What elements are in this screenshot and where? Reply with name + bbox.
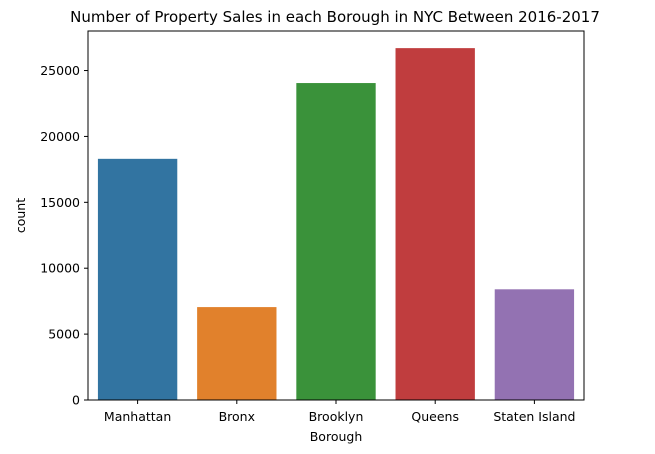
bar-manhattan	[97, 158, 178, 400]
bar-brooklyn	[296, 83, 376, 400]
y-tick-label: 15000	[40, 195, 80, 210]
y-axis-label: count	[13, 198, 28, 233]
y-tick-label: 25000	[40, 63, 80, 78]
x-tick-label: Bronx	[219, 409, 255, 424]
bars-group	[97, 48, 575, 400]
bar-queens	[395, 48, 475, 400]
chart-title: Number of Property Sales in each Borough…	[70, 8, 600, 26]
x-axis-label: Borough	[310, 429, 363, 444]
y-tick-label: 10000	[40, 261, 80, 276]
bar-bronx	[197, 307, 277, 400]
x-tick-label: Brooklyn	[309, 409, 364, 424]
plot-frame	[87, 30, 585, 401]
y-tick-label: 20000	[40, 129, 80, 144]
bar-staten-island	[494, 289, 575, 400]
y-axis-ticks: 0 5000 10000 15000 20000 25000	[40, 63, 88, 408]
x-tick-label: Staten Island	[493, 409, 575, 424]
x-axis-ticks: Manhattan Bronx Brooklyn Queens Staten Islan…	[104, 400, 575, 424]
x-tick-label: Manhattan	[104, 409, 171, 424]
y-tick-label: 5000	[48, 327, 80, 342]
y-tick-label: 0	[72, 393, 80, 408]
x-tick-label: Queens	[411, 409, 459, 424]
